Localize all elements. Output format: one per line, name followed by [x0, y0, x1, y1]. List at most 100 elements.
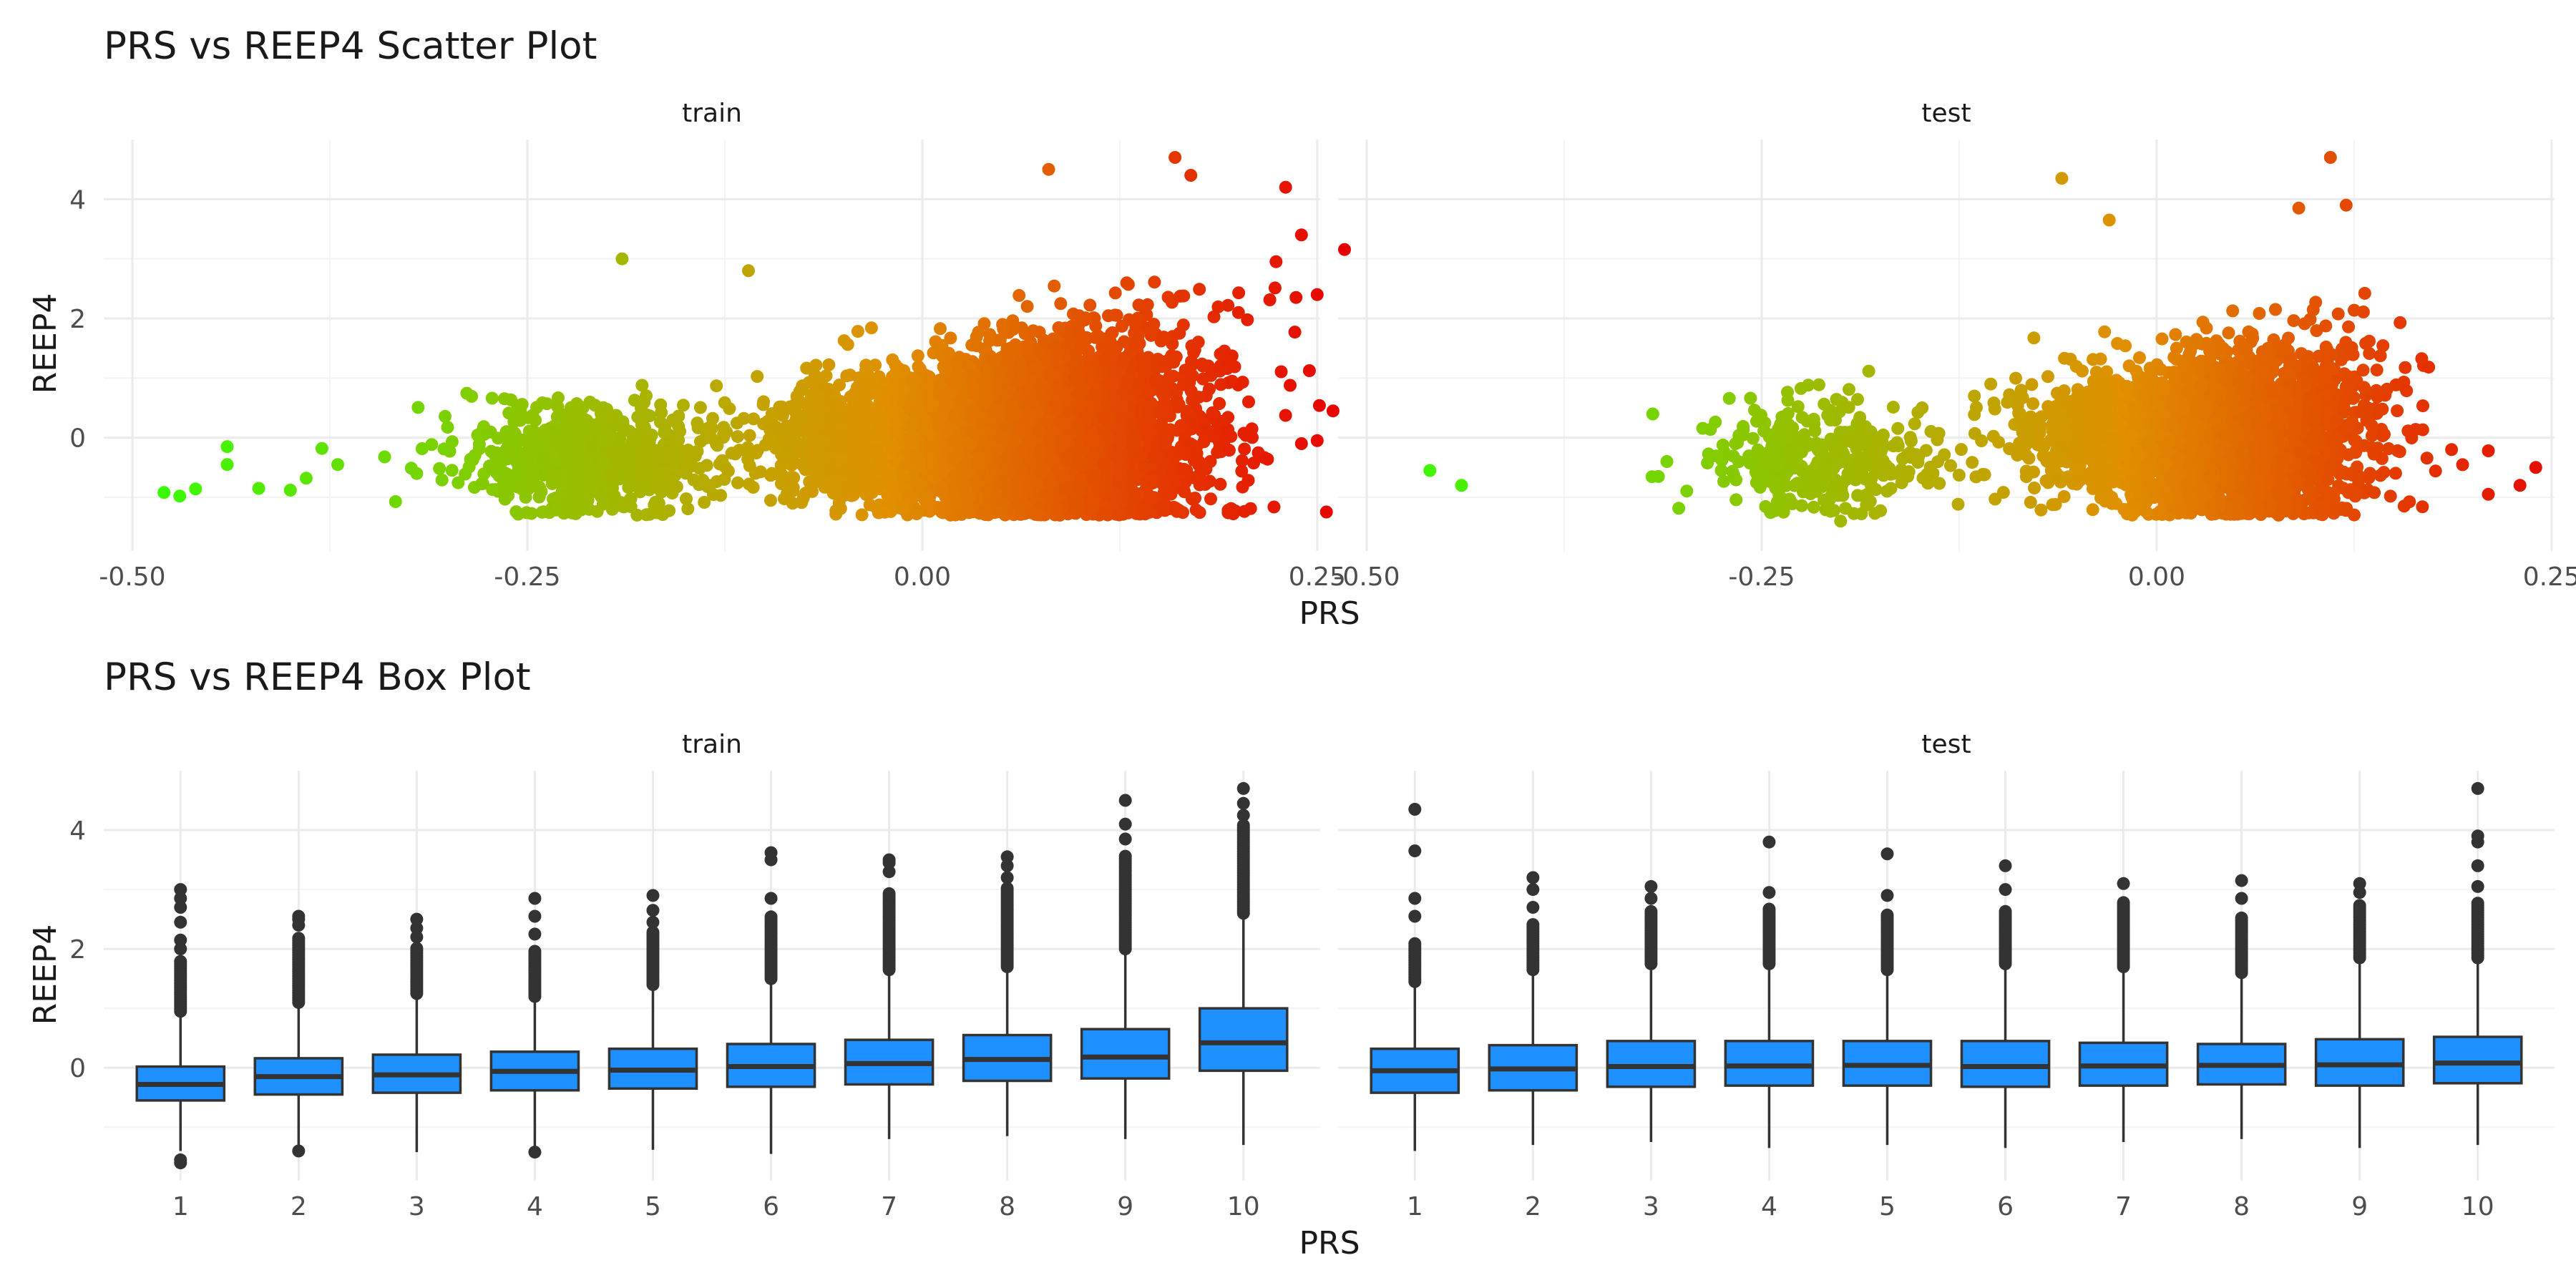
scatter-point — [1177, 289, 1191, 303]
scatter-point — [923, 496, 937, 509]
scatter-point — [1108, 286, 1122, 300]
scatter-point — [710, 379, 723, 393]
scatter-point — [1172, 398, 1186, 411]
x-tick-label: -0.25 — [494, 562, 560, 592]
scatter-point — [1186, 369, 1199, 383]
scatter-point — [1231, 306, 1245, 319]
scatter-point — [1079, 311, 1092, 325]
scatter-point — [806, 484, 819, 498]
scatter-point — [911, 349, 924, 363]
scatter-point — [764, 494, 777, 507]
y-tick-label: 4 — [69, 185, 86, 215]
scatter-point — [808, 471, 821, 484]
scatter-point — [1284, 379, 1297, 392]
scatter-points — [157, 151, 1351, 522]
y-tick-label: 0 — [69, 424, 86, 454]
x-tick-label: -0.50 — [99, 562, 165, 592]
scatter-point — [1117, 353, 1130, 367]
scatter-point — [860, 480, 874, 494]
scatter-point — [1129, 338, 1142, 351]
scatter-point — [1026, 324, 1040, 338]
scatter-point — [1166, 464, 1179, 477]
scatter-point — [1211, 446, 1224, 459]
scatter-point — [1198, 462, 1211, 475]
scatter-point — [1193, 283, 1206, 296]
scatter-point — [1187, 454, 1201, 467]
scatter-point — [855, 508, 869, 522]
scatter-point — [1215, 415, 1229, 428]
scatter-point — [1203, 382, 1216, 396]
scatter-point — [751, 444, 764, 457]
scatter-point — [731, 430, 744, 444]
scatter-point — [1157, 331, 1171, 344]
scatter-strip-test: test — [1921, 99, 1971, 128]
scatter-point — [730, 416, 743, 430]
y-tick-label: 2 — [69, 305, 86, 334]
scatter-point — [1147, 491, 1161, 504]
scatter-point — [822, 358, 836, 371]
scatter-point — [1020, 300, 1034, 313]
scatter-point — [1224, 429, 1238, 443]
scatter-point — [1274, 365, 1288, 379]
scatter-point — [1288, 326, 1302, 339]
scatter-point — [1235, 454, 1249, 467]
x-tick-label: 0.25 — [1289, 562, 1346, 592]
scatter-point — [1302, 364, 1316, 377]
scatter-point — [896, 502, 909, 516]
scatter-point — [1115, 319, 1128, 333]
scatter-point — [1189, 503, 1203, 517]
scatter-point — [1242, 395, 1255, 409]
scatter-point — [1289, 291, 1303, 304]
scatter-point — [753, 465, 767, 479]
scatter-point — [1269, 255, 1283, 268]
scatter-point — [1319, 505, 1333, 519]
scatter-point — [1238, 442, 1252, 456]
scatter-point — [1222, 444, 1236, 457]
scatter-point — [1170, 386, 1183, 399]
scatter-point — [1138, 503, 1151, 517]
scatter-point — [1187, 346, 1201, 359]
scatter-point — [751, 370, 764, 384]
scatter-point — [1052, 321, 1065, 334]
scatter-title: PRS vs REEP4 Scatter Plot — [104, 24, 597, 68]
scatter-point — [793, 384, 806, 398]
scatter-point — [794, 413, 807, 426]
scatter-point — [1147, 318, 1161, 331]
scatter-point — [1213, 397, 1226, 410]
scatter-point — [977, 317, 991, 331]
scatter-point — [1130, 315, 1143, 328]
scatter-point — [1338, 243, 1351, 256]
scatter-point — [1218, 344, 1231, 358]
scatter-point — [906, 373, 919, 386]
scatter-point — [746, 481, 760, 494]
scatter-point — [1206, 406, 1219, 419]
scatter-point — [1261, 452, 1274, 466]
scatter-point — [1054, 297, 1068, 311]
scatter-point — [819, 369, 833, 383]
scatter-point — [1107, 366, 1121, 379]
scatter-point — [1214, 378, 1228, 391]
scatter-point — [1169, 502, 1182, 514]
scatter-point — [837, 334, 851, 348]
scatter-point — [1158, 503, 1171, 517]
scatter-point — [1279, 409, 1292, 422]
scatter-point — [1159, 397, 1172, 411]
scatter-point — [763, 421, 777, 435]
scatter-point — [1050, 339, 1063, 353]
scatter-point — [1163, 369, 1176, 383]
scatter-point — [723, 402, 736, 416]
scatter-point — [829, 504, 843, 517]
scatter-point — [1118, 335, 1131, 348]
scatter-point — [1199, 477, 1212, 491]
scatter-strip-train: train — [682, 99, 742, 128]
scatter-point — [1184, 414, 1198, 427]
scatter-point — [851, 325, 864, 338]
scatter-point — [1232, 286, 1246, 300]
scatter-point — [1121, 278, 1135, 291]
scatter-point — [1214, 477, 1227, 491]
scatter-point — [1267, 500, 1281, 514]
scatter-panel-train: -0.50 -0.25 0.00 0.25 0 2 4 — [69, 140, 1351, 592]
scatter-point — [1173, 326, 1186, 340]
x-tick-label: 0.00 — [894, 562, 951, 592]
